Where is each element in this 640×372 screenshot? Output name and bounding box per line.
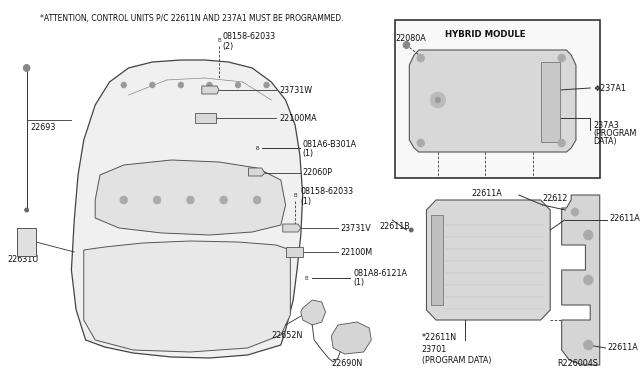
Circle shape [153, 196, 161, 204]
Circle shape [410, 228, 413, 232]
Text: R226004S: R226004S [557, 359, 598, 368]
Bar [541, 62, 560, 142]
Text: 08158-62033: 08158-62033 [223, 32, 276, 41]
Text: 22652N: 22652N [271, 330, 303, 340]
Text: (1): (1) [301, 196, 312, 205]
Text: (2): (2) [223, 42, 234, 51]
Text: (PROGRAM: (PROGRAM [593, 128, 636, 138]
Polygon shape [95, 160, 285, 235]
Polygon shape [426, 200, 550, 320]
Text: 23701: 23701 [422, 346, 447, 355]
Circle shape [264, 82, 269, 88]
Polygon shape [283, 224, 301, 232]
Polygon shape [248, 168, 265, 176]
Circle shape [25, 208, 29, 212]
Polygon shape [410, 50, 576, 152]
Text: *22611N: *22611N [422, 334, 457, 343]
Circle shape [121, 82, 127, 88]
Text: 23731W: 23731W [279, 86, 312, 94]
Text: (1): (1) [303, 148, 314, 157]
Text: B: B [293, 192, 297, 198]
Bar [395, 20, 600, 178]
Text: (1): (1) [353, 279, 364, 288]
Text: 22693: 22693 [31, 122, 56, 131]
Circle shape [417, 54, 424, 62]
Text: 237A3: 237A3 [593, 121, 619, 129]
Polygon shape [332, 322, 371, 354]
Bar [285, 247, 303, 257]
Circle shape [220, 196, 227, 204]
Text: B: B [217, 38, 221, 42]
Circle shape [417, 139, 424, 147]
Circle shape [253, 196, 261, 204]
Text: B: B [255, 145, 259, 151]
Circle shape [403, 42, 410, 48]
Text: 08158-62033: 08158-62033 [301, 186, 354, 196]
Circle shape [178, 82, 184, 88]
Circle shape [584, 340, 593, 350]
Circle shape [150, 82, 155, 88]
Text: 23731V: 23731V [340, 224, 372, 232]
Circle shape [207, 82, 212, 88]
Bar [195, 113, 216, 123]
Text: 22611A: 22611A [471, 189, 502, 198]
Bar [431, 215, 443, 305]
Text: (PROGRAM DATA): (PROGRAM DATA) [422, 356, 492, 365]
Polygon shape [301, 300, 326, 325]
Text: 22611A: 22611A [609, 214, 640, 222]
Text: 081A6-B301A: 081A6-B301A [303, 140, 357, 148]
Circle shape [23, 64, 30, 71]
Polygon shape [72, 60, 303, 358]
Text: 22611B: 22611B [379, 221, 410, 231]
Text: 22100M: 22100M [340, 247, 373, 257]
Text: ❖237A1: ❖237A1 [593, 83, 626, 93]
Circle shape [435, 97, 441, 103]
Text: 22100MA: 22100MA [279, 113, 317, 122]
Circle shape [558, 54, 566, 62]
Text: 22611A: 22611A [607, 343, 638, 353]
Text: 081A8-6121A: 081A8-6121A [353, 269, 407, 279]
Text: HYBRID MODULE: HYBRID MODULE [445, 30, 525, 39]
Text: DATA): DATA) [593, 137, 617, 145]
Bar [17, 228, 36, 256]
Circle shape [235, 82, 241, 88]
Circle shape [584, 275, 593, 285]
Text: 22690N: 22690N [332, 359, 362, 368]
Polygon shape [84, 241, 291, 352]
Text: B: B [305, 276, 308, 280]
Text: 22631U: 22631U [8, 256, 39, 264]
Circle shape [584, 230, 593, 240]
Circle shape [120, 196, 127, 204]
Circle shape [558, 139, 566, 147]
Polygon shape [202, 86, 219, 94]
Circle shape [571, 208, 579, 216]
Text: 22080A: 22080A [395, 33, 426, 42]
Text: 22060P: 22060P [303, 167, 333, 176]
Text: *ATTENTION, CONTROL UNITS P/C 22611N AND 237A1 MUST BE PROGRAMMED.: *ATTENTION, CONTROL UNITS P/C 22611N AND… [40, 14, 344, 23]
Circle shape [187, 196, 194, 204]
Circle shape [430, 92, 445, 108]
Polygon shape [562, 195, 600, 365]
Text: 22612: 22612 [543, 193, 568, 202]
